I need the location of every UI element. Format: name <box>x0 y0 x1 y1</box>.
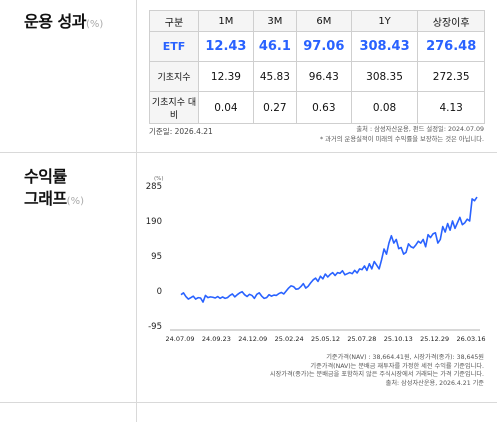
x-tick-label: 25.12.29 <box>420 335 449 343</box>
table-header-cell: 구분 <box>149 10 199 32</box>
table-row-etf: ETF 12.43 46.1 97.06 308.43 276.48 <box>149 31 485 62</box>
bottom-divider <box>0 402 497 403</box>
table-cell: 308.35 <box>350 61 419 92</box>
table-cell: 276.48 <box>417 31 485 62</box>
x-tick-label: 25.05.12 <box>311 335 340 343</box>
performance-table: 구분 1M 3M 6M 1Y 상장이후 ETF 12.43 46.1 97.06… <box>149 10 485 124</box>
note-line: 출처 : 삼성자산운용, 펀드 설정일: 2024.07.09 <box>356 126 484 133</box>
performance-title: 운용 성과(%) <box>24 11 103 36</box>
table-header-cell: 상장이후 <box>417 10 485 32</box>
table-header-row: 구분 1M 3M 6M 1Y 상장이후 <box>149 10 485 32</box>
table-cell: 46.1 <box>252 31 297 62</box>
table-cell: 0.04 <box>198 91 254 124</box>
performance-title-text: 운용 성과 <box>24 12 86 31</box>
section-divider <box>0 152 497 153</box>
x-tick-label: 24.12.09 <box>238 335 267 343</box>
x-tick-label: 25.10.13 <box>384 335 413 343</box>
table-cell: 4.13 <box>417 91 485 124</box>
table-cell: 97.06 <box>295 31 352 62</box>
table-cell: 12.39 <box>198 61 254 92</box>
x-axis-ticks: 24.07.09 24.09.23 24.12.09 25.02.24 25.05.12… <box>166 335 486 343</box>
table-cell: 0.08 <box>350 91 419 124</box>
performance-notes: 출처 : 삼성자산운용, 펀드 설정일: 2024.07.09 * 과거의 운용… <box>320 125 484 145</box>
series-line <box>180 196 478 303</box>
table-cell: 45.83 <box>252 61 297 92</box>
y-tick-label: 0 <box>157 287 162 297</box>
table-cell: 96.43 <box>295 61 352 92</box>
y-tick-label: -95 <box>148 322 162 332</box>
x-tick-label: 26.03.16 <box>457 335 486 343</box>
x-tick-label: 24.09.23 <box>202 335 231 343</box>
note-line: 시장가격(종가)는 분배금을 포함하지 않은 주식시장에서 거래되는 가격 기준… <box>269 371 484 379</box>
table-cell: 0.27 <box>252 91 297 124</box>
return-graph-title-line1: 수익률 <box>24 167 67 186</box>
column-divider <box>136 0 137 422</box>
table-cell: 272.35 <box>417 61 485 92</box>
return-line-chart: (%) 285 190 95 0 -95 24.07.09 24.09.23 24.12.0… <box>146 176 486 343</box>
table-header-cell: 1M <box>198 10 254 32</box>
x-tick-label: 25.02.24 <box>275 335 304 343</box>
y-tick-label: 95 <box>151 252 162 262</box>
row-label: 기초지수 <box>149 61 199 92</box>
table-header-cell: 3M <box>252 10 297 32</box>
table-header-cell: 6M <box>295 10 352 32</box>
y-tick-label: 190 <box>146 217 162 227</box>
return-graph-title: 수익률 그래프(%) <box>24 166 84 213</box>
row-label: ETF <box>149 31 199 62</box>
y-axis-unit: (%) <box>154 176 164 182</box>
note-line: 출처: 삼성자산운용, 2026.4.21 기준 <box>385 380 484 388</box>
note-line: 기준가격(NAV) : 38,664.41원, 시장가격(종가): 38,645… <box>326 354 484 361</box>
performance-unit: (%) <box>85 19 104 30</box>
return-graph-unit: (%) <box>66 196 84 207</box>
base-date: 기준일: 2026.4.21 <box>149 127 213 136</box>
table-cell: 308.43 <box>350 31 419 62</box>
y-tick-label: 285 <box>146 182 162 192</box>
table-cell: 12.43 <box>198 31 254 62</box>
x-tick-label: 24.07.09 <box>166 335 195 343</box>
row-label: 기초지수 대비 <box>149 91 199 124</box>
note-line: * 과거의 운용실적이 미래의 수익률을 보장하는 것은 아닙니다. <box>320 136 484 143</box>
table-row-diff: 기초지수 대비 0.04 0.27 0.63 0.08 4.13 <box>149 91 485 124</box>
chart-notes: 기준가격(NAV) : 38,664.41원, 시장가격(종가): 38,645… <box>270 354 484 389</box>
table-cell: 0.63 <box>295 91 352 124</box>
y-axis-ticks: 285 190 95 0 -95 <box>146 182 162 332</box>
table-row-index: 기초지수 12.39 45.83 96.43 308.35 272.35 <box>149 61 485 92</box>
table-header-cell: 1Y <box>350 10 419 32</box>
note-line: 기준가격(NAV)는 분배금 재투자를 가정한 세전 수익률 기준입니다. <box>310 362 484 370</box>
return-graph-title-line2: 그래프 <box>24 189 67 208</box>
x-tick-label: 25.07.28 <box>347 335 376 343</box>
